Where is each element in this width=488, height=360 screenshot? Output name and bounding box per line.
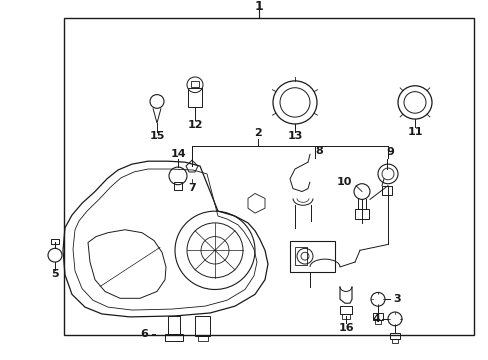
Bar [389, 333, 399, 339]
Bar [164, 334, 183, 341]
Bar [168, 316, 180, 334]
Bar [51, 239, 59, 244]
Text: 3: 3 [392, 294, 400, 304]
Text: 13: 13 [287, 131, 302, 141]
Text: 12: 12 [187, 120, 203, 130]
Bar [191, 81, 199, 87]
Bar [339, 306, 351, 314]
Bar [372, 313, 382, 320]
Bar [195, 316, 209, 336]
Text: 5: 5 [51, 269, 59, 279]
Text: 7: 7 [188, 183, 196, 193]
Text: 10: 10 [336, 177, 351, 187]
Text: 1: 1 [254, 0, 263, 13]
Bar [63, 18, 473, 335]
Text: 4: 4 [371, 314, 379, 324]
Text: 9: 9 [385, 147, 393, 157]
Bar [294, 247, 306, 265]
Text: 16: 16 [338, 323, 353, 333]
Text: 2: 2 [254, 128, 262, 138]
Text: 8: 8 [314, 147, 322, 156]
Bar [341, 314, 349, 319]
Bar [354, 209, 368, 219]
Bar [174, 182, 182, 190]
Bar [391, 339, 397, 343]
Text: 14: 14 [170, 149, 185, 159]
Text: 6: 6 [140, 329, 148, 338]
Text: 15: 15 [149, 131, 164, 141]
Bar [374, 320, 380, 324]
Bar [289, 240, 334, 272]
Text: 11: 11 [407, 127, 422, 137]
Bar [198, 336, 207, 341]
